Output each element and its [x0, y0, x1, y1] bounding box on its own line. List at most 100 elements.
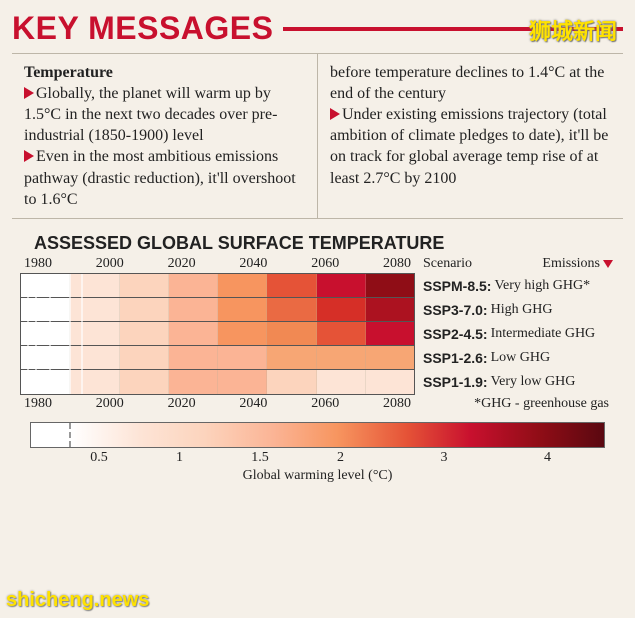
- x-axis-tick: 2000: [96, 256, 124, 272]
- x-axis-tick: 2020: [168, 256, 196, 272]
- heatmap-cell: [366, 370, 414, 394]
- colorbar-white-segment: [31, 423, 71, 447]
- scenario-header: Scenario: [423, 256, 472, 272]
- heatmap-cell: [169, 322, 218, 345]
- scenario-code: SSP1-2.6:: [423, 351, 488, 365]
- bullet-2b: before temperature declines to 1.4°C at …: [330, 64, 604, 102]
- heatmap-cell: [317, 370, 366, 394]
- colorbar-tick: 2: [337, 450, 344, 466]
- scenario-desc: Low GHG: [491, 351, 551, 365]
- heatmap-cell: [120, 370, 169, 394]
- scenario-code: SSPM-8.5:: [423, 279, 491, 293]
- heatmap-row: [21, 274, 414, 298]
- colorbar-gradient: [71, 423, 604, 447]
- body-text-block: Temperature Globally, the planet will wa…: [12, 53, 623, 219]
- x-axis-tick: 2020: [168, 396, 196, 412]
- colorbar-tick: 1: [176, 450, 183, 466]
- heatmap-cell: [169, 346, 218, 369]
- bullet-2a: Even in the most ambitious emissions pat…: [24, 148, 296, 207]
- x-axis-tick: 2000: [96, 396, 124, 412]
- ghg-footnote: *GHG - greenhouse gas: [415, 394, 615, 412]
- text-column-right: before temperature declines to 1.4°C at …: [318, 54, 623, 218]
- heatmap-cell: [218, 322, 267, 345]
- scenario-desc: Intermediate GHG: [491, 327, 596, 341]
- heatmap-cell: [218, 298, 267, 321]
- heatmap-cell: [218, 370, 267, 394]
- bullet-triangle-icon: [24, 87, 34, 99]
- heatmap-row: [21, 346, 414, 370]
- watermark-bottom-left: shicheng.news: [6, 589, 149, 612]
- heatmap-cell: [317, 322, 366, 345]
- emissions-header: Emissions: [542, 256, 600, 272]
- chevron-down-icon: [603, 260, 613, 268]
- heatmap-cell: [317, 274, 366, 297]
- colorbar-tick: 1.5: [251, 450, 269, 466]
- bullet-3: Under existing emissions trajectory (tot…: [330, 106, 608, 186]
- x-axis-tick: 2080: [383, 396, 411, 412]
- heatmap-cell: [366, 346, 414, 369]
- historical-stripe: [69, 274, 71, 394]
- x-axis-tick: 2040: [239, 396, 267, 412]
- heatmap-cell: [169, 274, 218, 297]
- heatmap-cell: [70, 322, 119, 345]
- historical-stripe: [81, 274, 83, 394]
- scenario-item: SSP3-7.0: High GHG: [415, 298, 615, 322]
- historical-stripe: [35, 274, 37, 394]
- heatmap-cell: [317, 346, 366, 369]
- historical-stripe: [27, 274, 29, 394]
- heatmap-rows: [20, 273, 415, 395]
- heatmap-cell: [169, 298, 218, 321]
- watermark-top-right: 狮城新闻: [529, 14, 617, 46]
- heatmap-cell: [366, 322, 414, 345]
- heatmap-cell: [70, 298, 119, 321]
- heatmap-cell: [267, 322, 316, 345]
- heatmap-cell: [120, 346, 169, 369]
- x-axis-tick: 2080: [383, 256, 411, 272]
- heatmap-cell: [366, 274, 414, 297]
- scenario-code: SSP3-7.0:: [423, 303, 488, 317]
- scenario-item: SSP1-2.6: Low GHG: [415, 346, 615, 370]
- heatmap-row: [21, 298, 414, 322]
- scenario-desc: High GHG: [491, 303, 553, 317]
- scenario-item: SSP2-4.5: Intermediate GHG: [415, 322, 615, 346]
- heatmap-cell: [70, 274, 119, 297]
- heatmap-cell: [169, 370, 218, 394]
- bullet-triangle-icon: [330, 108, 340, 120]
- heatmap-row: [21, 322, 414, 346]
- heatmap-cell: [267, 346, 316, 369]
- chart-region: ASSESSED GLOBAL SURFACE TEMPERATURE 1980…: [12, 229, 623, 484]
- bullet-triangle-icon: [24, 150, 34, 162]
- main-title: KEY MESSAGES: [12, 10, 273, 47]
- scenario-item: SSP1-1.9: Very low GHG: [415, 370, 615, 394]
- scenario-code: SSP1-1.9:: [423, 375, 488, 389]
- colorbar-ticks: 0.5 1 1.5 2 3 4: [30, 450, 605, 468]
- scenario-desc: Very high GHG*: [494, 279, 590, 293]
- text-column-left: Temperature Globally, the planet will wa…: [12, 54, 318, 218]
- x-axis-tick: 2060: [311, 256, 339, 272]
- heatmap-area: 1980 2000 2020 2040 2060 2080 1980 2000 2020 204…: [20, 256, 415, 412]
- heatmap-cell: [218, 346, 267, 369]
- scenario-legend: Scenario Emissions SSPM-8.5: Very high G…: [415, 256, 615, 412]
- x-axis-tick: 1980: [24, 396, 52, 412]
- subheading: Temperature: [24, 64, 113, 81]
- colorbar-tick: 4: [544, 450, 551, 466]
- x-axis-tick: 1980: [24, 256, 52, 272]
- heatmap-cell: [70, 370, 119, 394]
- scenario-code: SSP2-4.5:: [423, 327, 488, 341]
- colorbar: 0.5 1 1.5 2 3 4 Global warming level (°C): [20, 422, 615, 484]
- colorbar-tick: 0.5: [90, 450, 108, 466]
- bullet-1: Globally, the planet will warm up by 1.5…: [24, 85, 277, 144]
- x-axis-tick: 2040: [239, 256, 267, 272]
- heatmap-cell: [120, 298, 169, 321]
- heatmap-cell: [120, 322, 169, 345]
- heatmap-cell: [120, 274, 169, 297]
- colorbar-tick: 3: [441, 450, 448, 466]
- colorbar-axis-label: Global warming level (°C): [30, 468, 605, 484]
- heatmap-cell: [267, 274, 316, 297]
- heatmap-cell: [317, 298, 366, 321]
- heatmap-cell: [70, 346, 119, 369]
- chart-title: ASSESSED GLOBAL SURFACE TEMPERATURE: [34, 233, 615, 254]
- heatmap-cell: [218, 274, 267, 297]
- scenario-desc: Very low GHG: [491, 375, 576, 389]
- x-axis-bottom: 198020002020204020602080: [20, 396, 415, 412]
